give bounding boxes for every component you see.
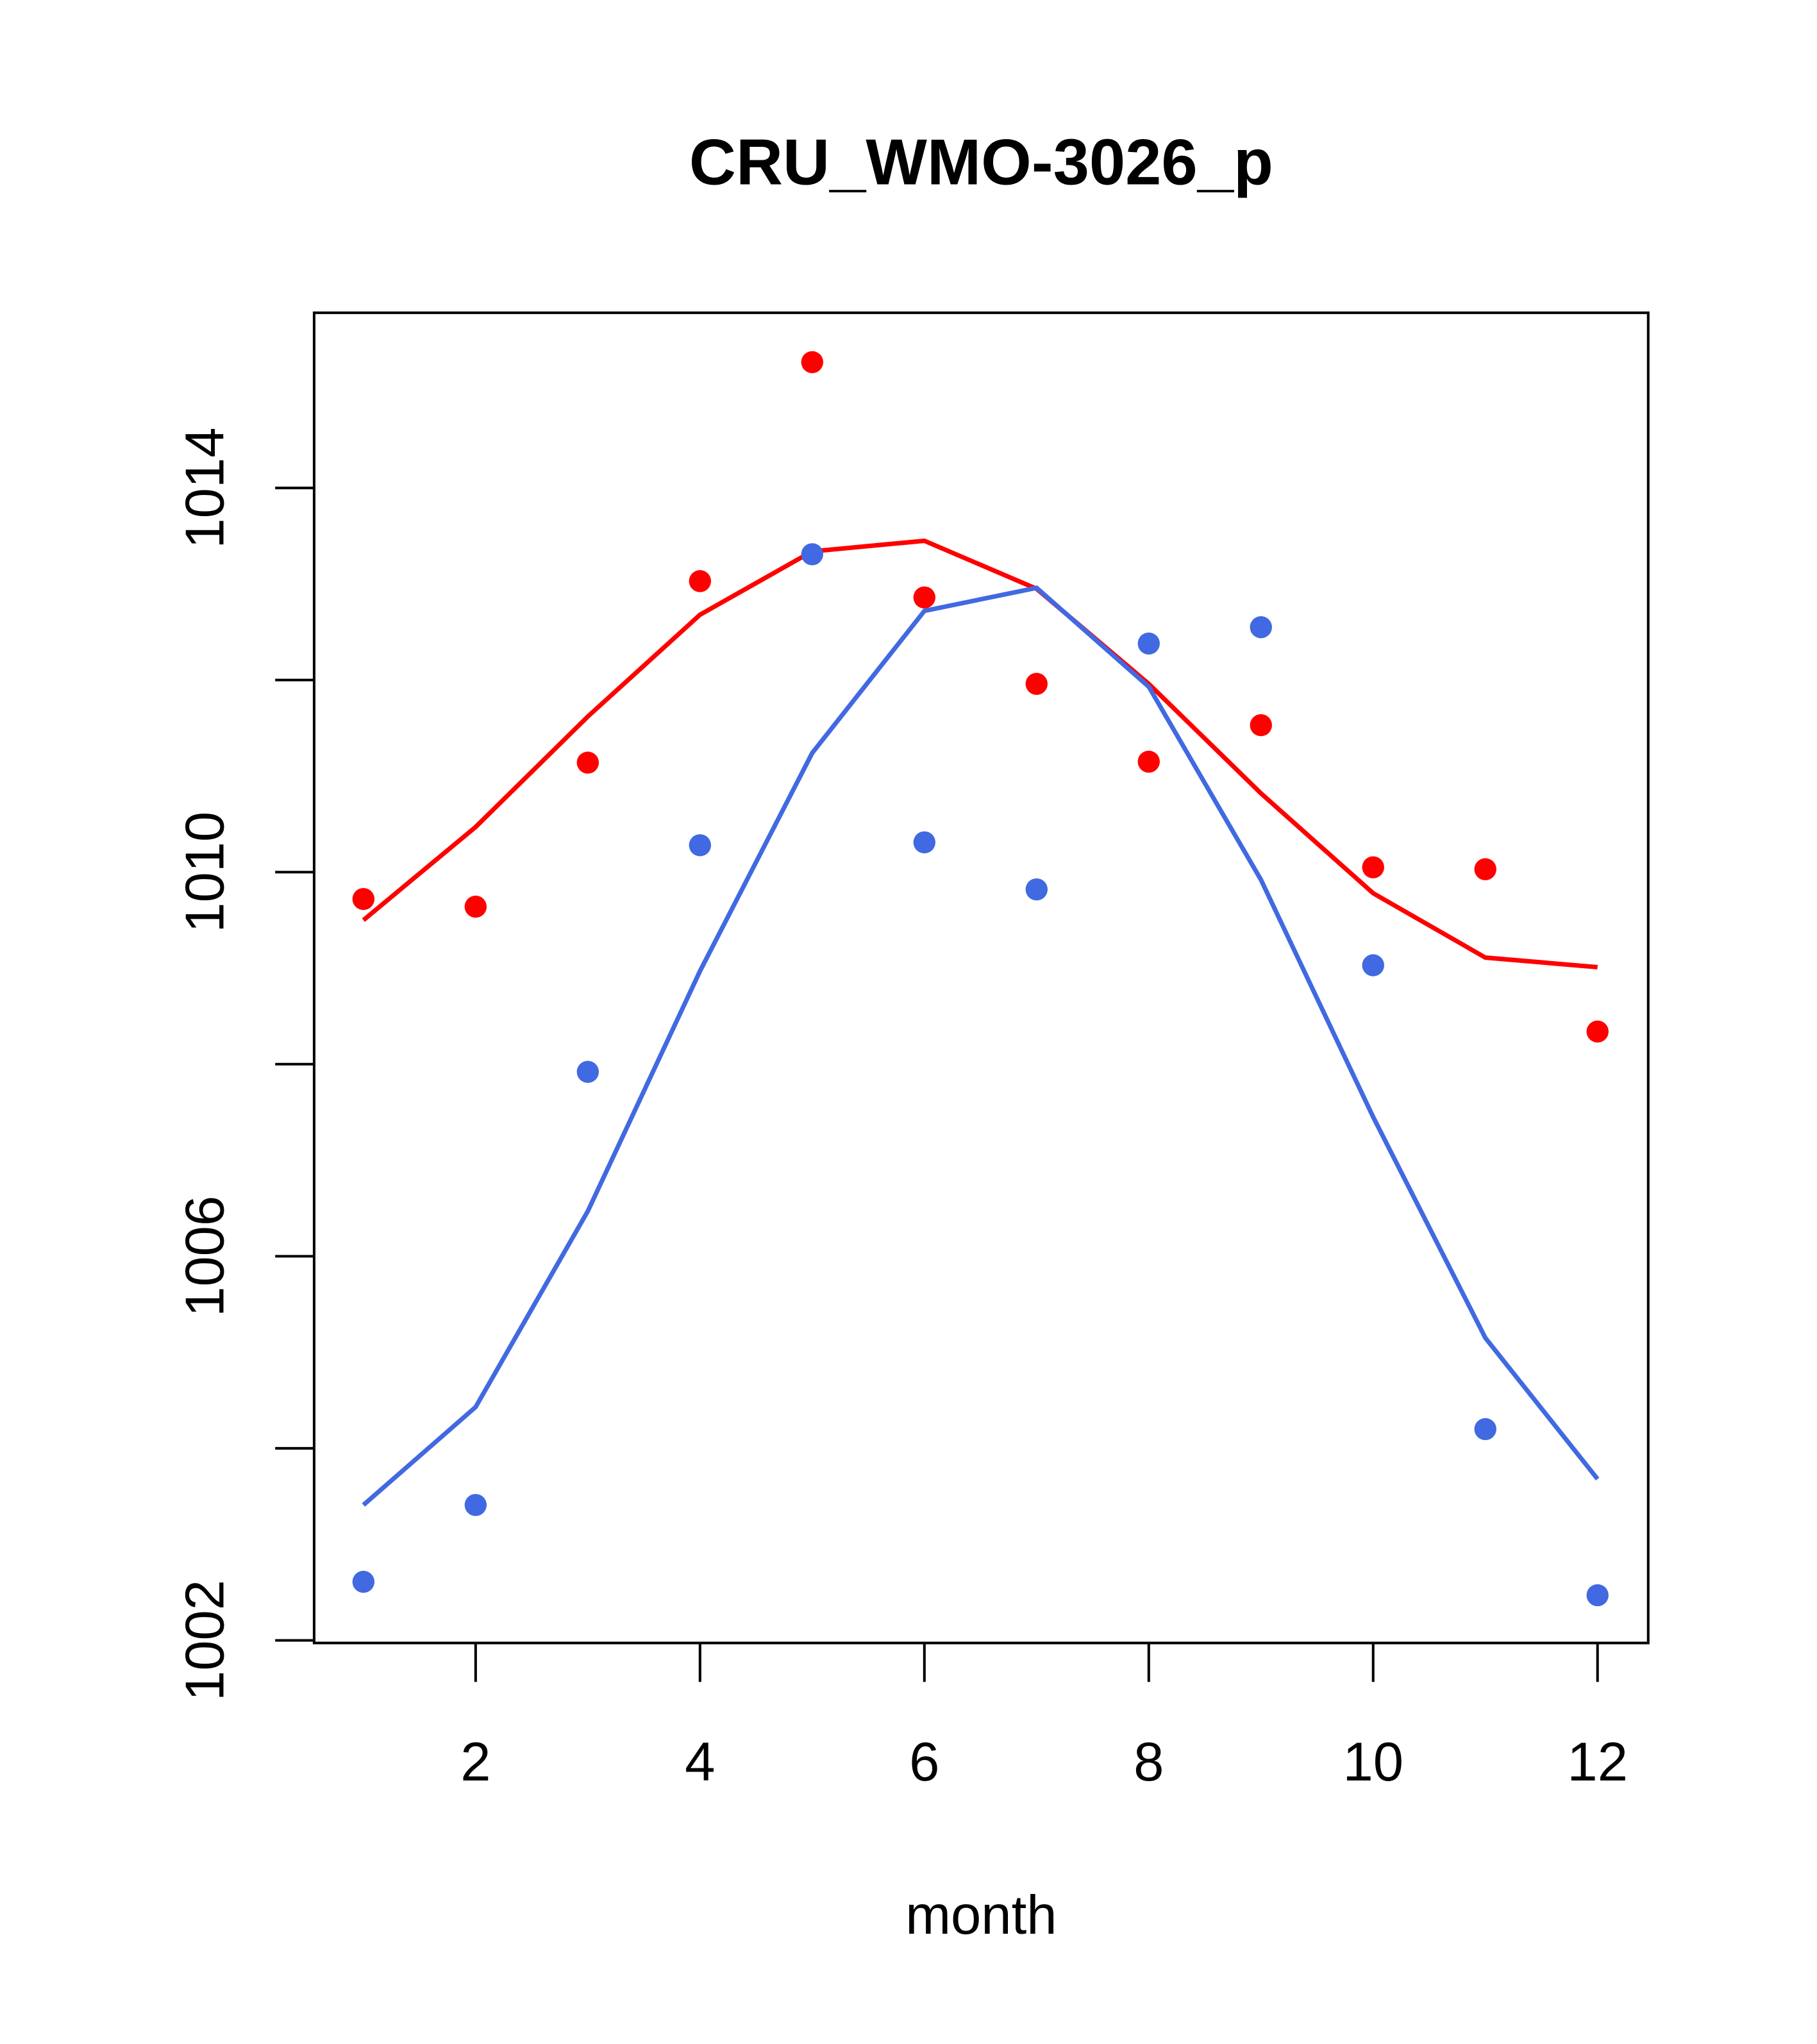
red-points-point <box>464 895 487 918</box>
red-points-point <box>913 586 936 609</box>
red-points-point <box>1250 714 1272 737</box>
blue-line <box>362 585 1600 1507</box>
x-tick-label: 12 <box>1567 1732 1628 1793</box>
x-tick-label: 8 <box>1134 1732 1164 1793</box>
red-points-point <box>1474 858 1496 880</box>
red-points-point <box>689 570 712 592</box>
chart-title: CRU_WMO-3026_p <box>689 126 1273 198</box>
blue-points-point <box>1250 616 1272 639</box>
red-points-point <box>576 751 599 774</box>
red-points-point <box>1362 856 1384 878</box>
blue-points-point <box>352 1570 375 1593</box>
red-line <box>362 538 1598 970</box>
red-points-point <box>801 351 824 374</box>
x-axis-label: month <box>905 1885 1057 1946</box>
y-tick-label: 1002 <box>174 1580 235 1701</box>
blue-points-point <box>801 543 824 565</box>
y-axis: 1002 1006 1010 1014 <box>174 428 314 1701</box>
blue-points-point <box>1586 1584 1609 1607</box>
blue-points-point <box>1474 1418 1496 1441</box>
x-tick-label: 4 <box>685 1732 715 1793</box>
y-tick-label: 1014 <box>174 428 235 549</box>
blue-points-point <box>1137 632 1160 655</box>
red-points-point <box>352 887 375 910</box>
plot-frame <box>312 311 1650 1645</box>
red-points-point <box>1025 673 1048 695</box>
y-tick-label: 1010 <box>174 812 235 933</box>
blue-points-point <box>1025 878 1048 901</box>
red-points-point <box>1586 1020 1609 1043</box>
x-tick-label: 2 <box>460 1732 490 1793</box>
x-tick-label: 6 <box>909 1732 939 1793</box>
series-layer <box>352 351 1609 1607</box>
blue-points-point <box>913 831 936 853</box>
x-tick-label: 10 <box>1343 1732 1403 1793</box>
x-axis: 2 4 6 8 10 12 <box>460 1643 1628 1793</box>
blue-points-point <box>689 834 712 857</box>
y-tick-label: 1006 <box>174 1196 235 1317</box>
blue-points-point <box>576 1060 599 1083</box>
red-points-point <box>1137 750 1160 773</box>
blue-points-point <box>1362 954 1384 976</box>
blue-points-point <box>464 1494 487 1516</box>
